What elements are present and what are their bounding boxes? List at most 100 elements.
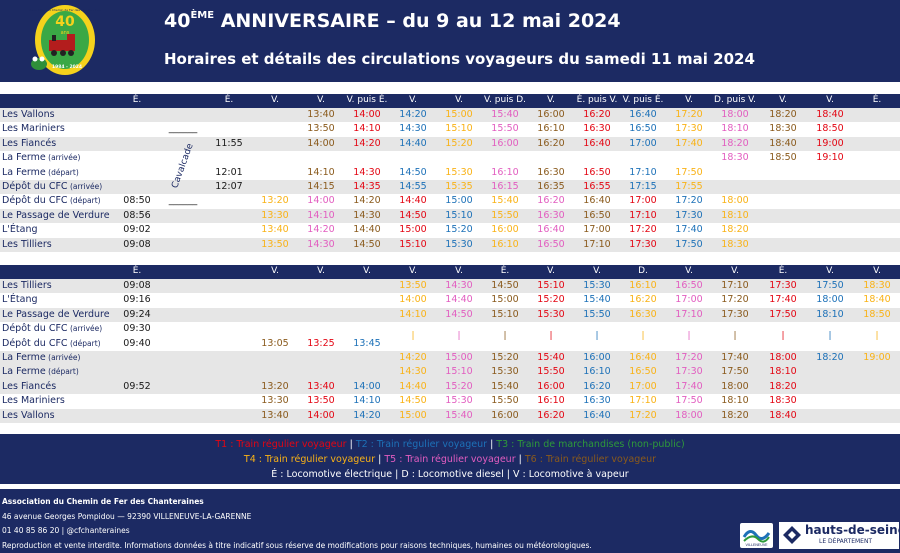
steam-locomotive-icon bbox=[49, 34, 75, 56]
station-suffix: (départ) bbox=[45, 167, 79, 177]
departure-time: 17:50 bbox=[721, 366, 749, 378]
departure-time: 17:30 bbox=[769, 280, 797, 291]
departure-time: 15:50 bbox=[491, 209, 519, 221]
departure-time: 15:00 bbox=[399, 224, 427, 236]
departure-time: 18:00 bbox=[721, 380, 749, 392]
departure-time: 16:30 bbox=[537, 166, 565, 178]
footer-notice: Reproduction et vente interdite. Informa… bbox=[2, 541, 592, 550]
table1-loco-type-header: V. bbox=[779, 95, 787, 105]
departure-time: 17:10 bbox=[583, 238, 611, 250]
departure-time: 16:50 bbox=[583, 166, 611, 178]
departure-time: 18:10 bbox=[721, 123, 749, 135]
departure-time: 15:30 bbox=[445, 166, 473, 178]
frog-mascot-icon bbox=[31, 56, 47, 70]
table1-row: La Ferme (départ) 12:01 14:10 14:30 14:50 15:… bbox=[0, 166, 900, 180]
station-name: L'Étang bbox=[2, 294, 38, 306]
departure-time: 15:10 bbox=[537, 280, 565, 291]
departure-time: 16:00 bbox=[537, 109, 565, 120]
departure-time: 16:55 bbox=[583, 181, 611, 192]
departure-time: 14:40 bbox=[445, 294, 473, 306]
station-name: La Ferme (départ) bbox=[2, 366, 79, 378]
legend-train-type: T6 : Train régulier voyageur bbox=[524, 454, 657, 465]
departure-time: 17:10 bbox=[675, 308, 703, 320]
departure-time: 18:20 bbox=[769, 109, 797, 120]
table2-loco-type-header: É. bbox=[132, 266, 142, 276]
departure-time: 17:50 bbox=[769, 308, 797, 320]
departure-time: 16:40 bbox=[583, 137, 611, 149]
station-suffix: (arrivée) bbox=[45, 153, 81, 163]
departure-time: 15:10 bbox=[445, 366, 473, 378]
table1-loco-type-header: V. bbox=[317, 95, 325, 105]
legend-line-1: T1 : Train régulier voyageur | T2 : Trai… bbox=[0, 439, 900, 450]
station-name: La Ferme (départ) bbox=[2, 166, 79, 178]
departure-time: 15:10 bbox=[445, 209, 473, 221]
departure-time: 14:30 bbox=[353, 166, 381, 178]
legend-panel: T1 : Train régulier voyageur | T2 : Trai… bbox=[0, 434, 900, 484]
table2-row: La Ferme (départ) 14:30 15:10 15:30 15:50 16:… bbox=[0, 365, 900, 380]
logo-number: 40 bbox=[55, 14, 75, 30]
table1-row: L'Étang 09:02 13:40 14:20 14:40 15:00 15:20 16:… bbox=[0, 223, 900, 237]
departure-time: 18:40 bbox=[769, 409, 797, 421]
departure-time: 16:10 bbox=[629, 280, 657, 291]
departure-time: 17:00 bbox=[629, 195, 657, 207]
footer: Association du Chemin de Fer des Chanter… bbox=[0, 489, 900, 553]
station-name: Dépôt du CFC (départ) bbox=[2, 337, 101, 349]
table2-loco-type-header: V. bbox=[271, 266, 279, 276]
station-suffix: (départ) bbox=[67, 196, 101, 206]
departure-time: 17:20 bbox=[629, 224, 657, 236]
legend-separator: | bbox=[515, 454, 525, 465]
legend-train-type: T3 : Train de marchandises (non-public) bbox=[496, 439, 685, 450]
departure-time: 14:50 bbox=[399, 395, 427, 407]
departure-time: 18:40 bbox=[816, 109, 844, 120]
departure-time: 17:40 bbox=[721, 352, 749, 363]
departure-time: 16:50 bbox=[583, 209, 611, 221]
table2-header-row: É. V. V. V. V. V. É. V. V. D. V. V. É. V. V. bbox=[0, 265, 900, 279]
departure-time: 16:20 bbox=[583, 380, 611, 392]
legend-train-type: T4 : Train régulier voyageur bbox=[243, 454, 376, 465]
departure-time: 15:40 bbox=[491, 380, 519, 392]
logo-years: 1984 - 2024 bbox=[52, 64, 82, 70]
departure-time: 14:10 bbox=[353, 395, 381, 407]
departure-time: 09:08 bbox=[123, 280, 151, 291]
departure-time: 08:50 bbox=[123, 195, 151, 207]
departure-time: 17:30 bbox=[721, 308, 749, 320]
departure-time: 16:50 bbox=[537, 238, 565, 250]
footer-contact: 01 40 85 86 20 | @cfchanteraines bbox=[2, 526, 130, 535]
departure-time: 09:24 bbox=[123, 308, 151, 320]
departure-time: 13:20 bbox=[261, 195, 289, 207]
departure-time: 14:40 bbox=[399, 137, 427, 149]
departure-time: 09:08 bbox=[123, 238, 151, 250]
departure-time: 16:10 bbox=[537, 395, 565, 407]
table2-loco-type-header: V. bbox=[593, 266, 601, 276]
departure-time: 15:40 bbox=[491, 109, 519, 120]
departure-time: 17:00 bbox=[675, 294, 703, 306]
departure-time: 19:00 bbox=[863, 352, 891, 363]
departure-time: 15:20 bbox=[445, 224, 473, 236]
legend-line-2: T4 : Train régulier voyageur | T5 : Trai… bbox=[0, 454, 900, 465]
departure-time: 16:40 bbox=[629, 109, 657, 120]
departure-time: 17:20 bbox=[675, 109, 703, 120]
logo-unit: ans bbox=[61, 30, 70, 36]
table2-loco-type-header: É. bbox=[778, 266, 788, 276]
departure-time: 14:30 bbox=[399, 366, 427, 378]
station-name: Les Fiancés bbox=[2, 137, 57, 149]
departure-time: 18:30 bbox=[721, 152, 749, 164]
pass-through-mark: | bbox=[733, 331, 737, 342]
departure-time: 18:40 bbox=[769, 137, 797, 149]
departure-time: 13:40 bbox=[307, 380, 335, 392]
departure-time: 16:30 bbox=[629, 308, 657, 320]
departure-time: 14:30 bbox=[399, 123, 427, 135]
departure-time: 17:10 bbox=[721, 280, 749, 291]
departure-time: 18:20 bbox=[816, 352, 844, 363]
table1-row: La Ferme (arrivée) 18:30 18:50 19:10 bbox=[0, 151, 900, 165]
departure-time: 15:30 bbox=[491, 366, 519, 378]
departure-time: 14:20 bbox=[353, 409, 381, 421]
table2-row: La Ferme (arrivée) 14:20 15:00 15:20 15:40 16… bbox=[0, 351, 900, 366]
departure-time: 14:50 bbox=[445, 308, 473, 320]
table2-row: Le Passage de Verdure 09:24 14:10 14:50 15:1… bbox=[0, 307, 900, 323]
departure-time: 18:00 bbox=[769, 352, 797, 363]
legend-separator: | bbox=[375, 454, 385, 465]
pass-through-mark: | bbox=[503, 331, 507, 342]
departure-time: 13:40 bbox=[261, 409, 289, 421]
departure-time: 18:20 bbox=[721, 409, 749, 421]
